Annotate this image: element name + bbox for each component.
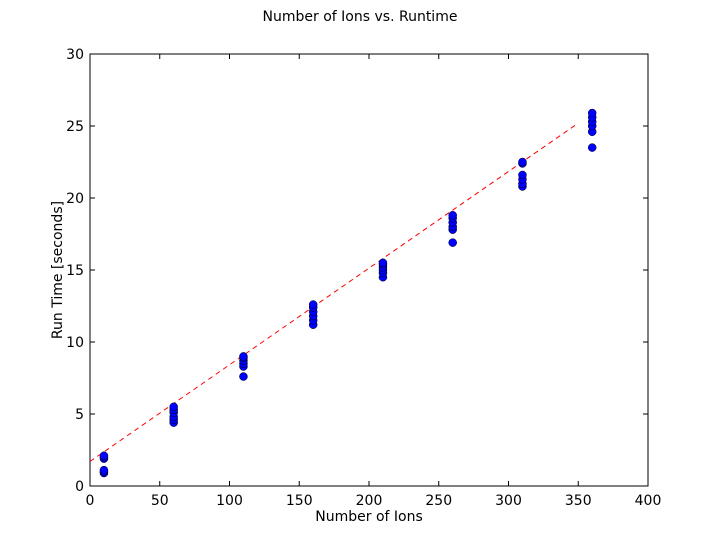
y-tick-label: 5 <box>75 407 84 423</box>
x-tick-label: 50 <box>151 493 169 509</box>
y-tick-label: 10 <box>66 335 84 351</box>
data-point <box>169 402 178 412</box>
data-point <box>239 372 248 381</box>
data-point <box>518 170 527 180</box>
data-point <box>587 108 597 118</box>
y-axis-label: Run Time [seconds] <box>50 201 66 339</box>
x-tick-label: 300 <box>495 493 522 509</box>
x-tick-label: 200 <box>356 493 383 509</box>
x-tick-label: 250 <box>425 493 452 509</box>
x-tick-label: 400 <box>635 493 662 509</box>
data-point <box>448 211 457 220</box>
x-tick-label: 0 <box>86 493 95 509</box>
data-point <box>448 238 457 247</box>
x-axis-label: Number of Ions <box>315 509 423 525</box>
y-tick-label: 20 <box>66 191 84 207</box>
data-point <box>378 258 388 268</box>
x-tick-label: 150 <box>286 493 313 509</box>
data-point <box>239 352 248 361</box>
y-tick-label: 30 <box>66 47 84 63</box>
y-tick-label: 15 <box>66 263 84 279</box>
y-tick-label: 25 <box>66 119 84 135</box>
y-tick-label: 0 <box>75 479 84 495</box>
data-point <box>518 157 527 167</box>
chart-title: Number of Ions vs. Runtime <box>262 9 458 25</box>
data-point <box>587 143 597 152</box>
x-tick-label: 100 <box>216 493 243 509</box>
data-point <box>308 300 318 309</box>
data-point <box>99 451 109 461</box>
data-point <box>99 465 109 475</box>
x-tick-label: 350 <box>565 493 592 509</box>
